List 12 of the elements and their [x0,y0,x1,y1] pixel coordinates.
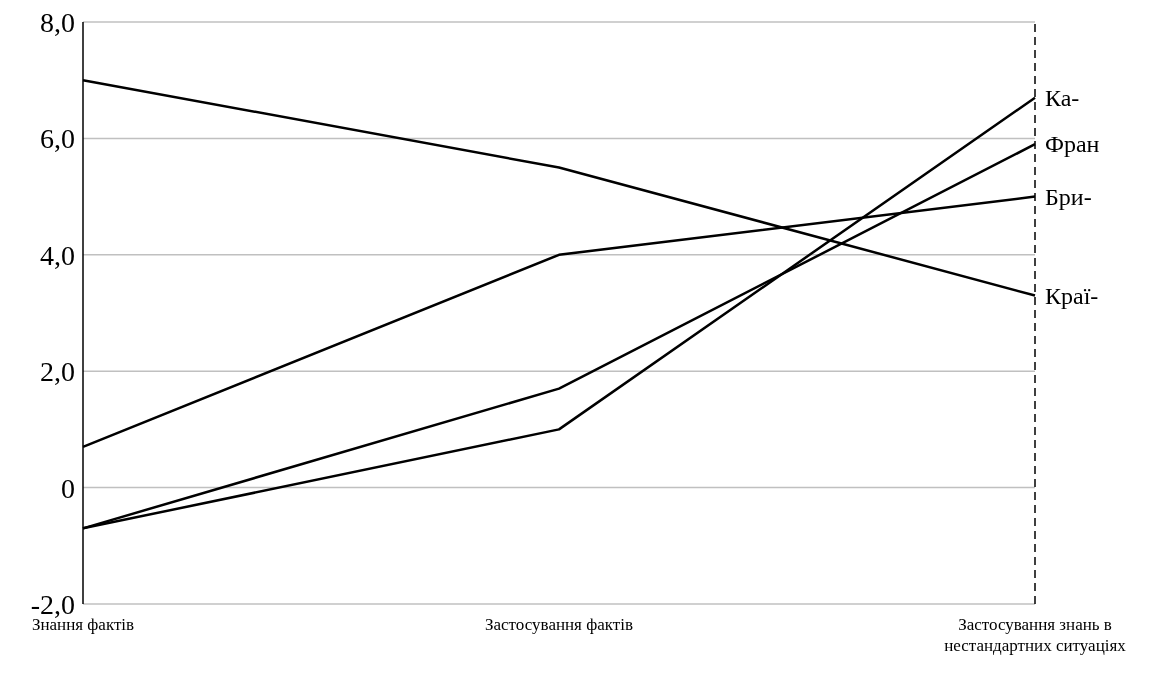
series-label: Краї- [1045,282,1099,309]
y-tick-label: 4,0 [40,239,75,271]
y-tick-label: 0 [61,472,75,504]
series-label: Фран [1045,131,1100,158]
y-tick-label: 8,0 [40,6,75,38]
y-tick-label: 6,0 [40,123,75,155]
series-label: Ка- [1045,84,1080,111]
x-tick-label: Застосування знань в нестандартних ситуаціях [944,615,1127,655]
y-tick-label: 2,0 [40,356,75,388]
y-tick-label: -2,0 [30,588,75,620]
x-tick-label: Застосування фактів [485,615,633,634]
series-label: Бри- [1045,183,1092,210]
